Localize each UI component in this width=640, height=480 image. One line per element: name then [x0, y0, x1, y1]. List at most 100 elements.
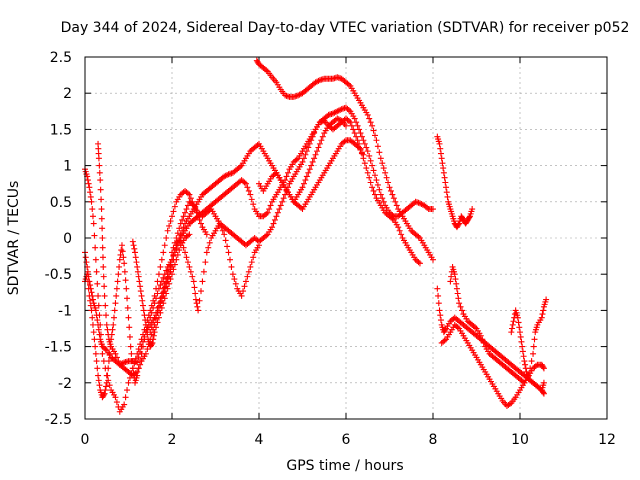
data-point-plus: [479, 336, 486, 343]
data-point-plus: [150, 336, 157, 343]
data-point-plus: [519, 378, 526, 385]
data-point-plus: [134, 263, 141, 270]
data-point-plus: [89, 296, 96, 303]
data-point-plus: [247, 263, 254, 270]
data-point-plus: [98, 206, 105, 213]
data-point-plus: [416, 260, 423, 267]
data-point-plus: [308, 162, 315, 169]
data-point-plus: [157, 309, 164, 316]
data-point-plus: [225, 249, 232, 256]
data-point-plus: [167, 276, 174, 283]
data-point-plus: [364, 111, 371, 118]
data-point-plus: [519, 343, 526, 350]
data-point-plus: [138, 292, 145, 299]
data-point-plus: [315, 77, 322, 84]
data-point-plus: [163, 267, 170, 274]
data-point-plus: [173, 245, 180, 252]
data-point-plus: [97, 186, 104, 193]
data-point-plus: [366, 115, 373, 122]
data-point-plus: [85, 273, 92, 280]
data-point-plus: [170, 208, 177, 215]
data-point-plus: [203, 231, 210, 238]
data-point-plus: [372, 191, 378, 198]
data-point-plus: [93, 312, 100, 319]
data-point-plus: [351, 115, 358, 122]
data-point-plus: [157, 282, 164, 289]
data-point-plus: [176, 225, 183, 232]
data-point-plus: [316, 140, 323, 147]
data-point-plus: [119, 248, 126, 255]
data-point-plus: [241, 283, 248, 290]
data-point-plus: [266, 206, 273, 213]
data-point-plus: [97, 177, 104, 184]
data-point-plus: [96, 382, 103, 389]
data-point-plus: [300, 155, 307, 162]
data-point-plus: [376, 149, 383, 156]
data-point-plus: [124, 304, 131, 311]
data-point-plus: [121, 268, 128, 275]
data-point-plus: [142, 350, 149, 357]
data-point-plus: [248, 196, 255, 203]
data-point-plus: [360, 137, 367, 144]
data-point-plus: [250, 201, 257, 208]
data-markers: [82, 57, 550, 415]
data-point-plus: [164, 227, 171, 234]
data-point-plus: [309, 158, 316, 165]
data-point-plus: [105, 358, 112, 365]
y-axis-label: SDTVAR / TECUs: [6, 181, 22, 296]
data-point-plus: [356, 126, 363, 133]
data-point-plus: [99, 350, 106, 357]
data-point-plus: [198, 220, 204, 227]
data-point-plus: [360, 155, 367, 162]
data-point-plus: [358, 150, 365, 157]
data-point-plus: [242, 180, 249, 187]
data-point-plus: [100, 358, 107, 365]
data-point-plus: [169, 213, 175, 220]
data-point-plus: [136, 278, 143, 285]
data-point-plus: [367, 179, 374, 186]
data-point-plus: [390, 195, 397, 202]
data-point-plus: [199, 278, 206, 285]
data-point-plus: [357, 145, 364, 152]
data-point-plus: [354, 122, 361, 129]
data-point-plus: [374, 181, 381, 188]
data-point-plus: [244, 184, 251, 191]
data-point-plus: [232, 280, 239, 287]
data-point-plus: [182, 209, 189, 216]
data-point-plus: [92, 256, 99, 263]
data-point-plus: [459, 307, 465, 314]
data-point-plus: [382, 169, 389, 176]
data-point-plus: [99, 225, 106, 232]
data-point-plus: [332, 109, 339, 116]
data-point-plus: [303, 148, 310, 155]
data-point-plus: [126, 324, 133, 331]
data-point-plus: [430, 256, 436, 263]
data-point-plus: [302, 151, 309, 158]
series-track-14: [129, 231, 193, 350]
series-track-7: [253, 57, 436, 263]
data-point-plus: [440, 165, 447, 172]
data-point-plus: [347, 119, 354, 126]
data-point-plus: [102, 302, 109, 309]
data-point-plus: [90, 220, 97, 227]
data-point-plus: [125, 314, 132, 321]
data-point-plus: [171, 239, 178, 246]
data-point-plus: [442, 179, 449, 186]
data-point-plus: [150, 332, 157, 339]
data-point-plus: [358, 133, 365, 140]
data-point-plus: [128, 350, 135, 357]
data-point-plus: [469, 206, 476, 213]
data-point-plus: [337, 106, 344, 113]
data-point-plus: [306, 140, 313, 147]
x-axis-label: GPS time / hours: [286, 458, 403, 474]
data-point-plus: [203, 249, 210, 256]
data-point-plus: [453, 280, 460, 287]
data-point-plus: [186, 263, 193, 270]
data-point-plus: [318, 137, 325, 144]
data-point-plus: [118, 242, 125, 249]
data-point-plus: [115, 271, 122, 278]
data-point-plus: [457, 303, 464, 310]
data-point-plus: [443, 189, 450, 196]
y-tick-label: -1.5: [45, 340, 72, 356]
data-point-plus: [187, 268, 194, 275]
